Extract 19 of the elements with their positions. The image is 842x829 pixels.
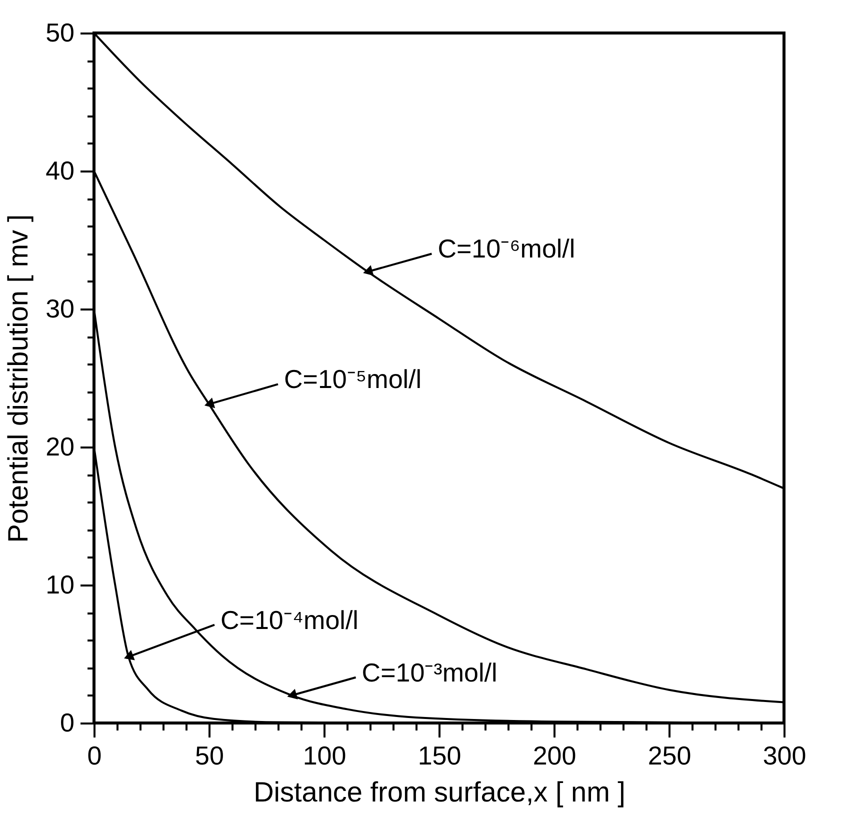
x-axis-title: Distance from surface,x [ nm ]: [254, 776, 626, 808]
x-tick-label: 200: [532, 740, 576, 770]
annotation: C=10⁻⁶mol/l: [438, 234, 576, 264]
y-tick-label: 50: [46, 18, 74, 48]
y-tick-label: 0: [60, 708, 74, 738]
annotation: C=10⁻³mol/l: [362, 657, 498, 688]
x-tick-label: 150: [418, 740, 462, 770]
x-tick-label: 0: [87, 740, 102, 770]
x-tick-label: 250: [648, 740, 692, 770]
x-tick-label: 300: [762, 740, 806, 770]
annotation: C=10⁻⁵mol/l: [284, 364, 422, 394]
y-tick-label: 30: [46, 294, 74, 324]
x-tick-label: 100: [302, 740, 346, 770]
annotation: C=10⁻⁴mol/l: [220, 604, 358, 635]
y-tick-label: 10: [46, 570, 74, 600]
x-tick-label: 50: [195, 740, 224, 770]
y-tick-label: 20: [46, 432, 74, 462]
y-tick-label: 40: [46, 156, 74, 186]
y-axis-title: Potential distribution [ mv ]: [2, 214, 34, 543]
